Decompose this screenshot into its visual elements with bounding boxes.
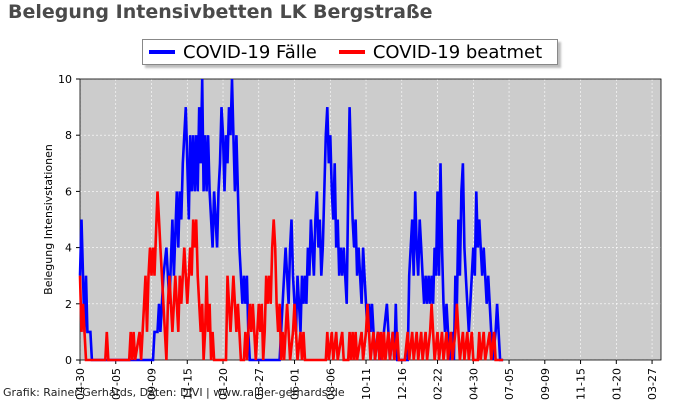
x-tick-label: 04-30	[467, 368, 480, 400]
x-tick-label: 11-15	[181, 368, 194, 400]
x-tick-label: 04-30	[74, 368, 87, 400]
x-tick-label: 09-09	[146, 368, 159, 400]
credit-text: Grafik: Rainer Gerhards, Daten: DIVI | w…	[3, 386, 345, 399]
x-tick-label: 11-15	[575, 368, 588, 400]
y-tick-label: 8	[65, 129, 72, 142]
x-tick-label: 07-05	[503, 368, 516, 400]
y-tick-label: 4	[65, 242, 72, 255]
series-line-0	[78, 78, 504, 362]
legend-label-beatmet: COVID-19 beatmet	[372, 41, 543, 63]
x-tick-label: 03-27	[253, 368, 266, 400]
y-tick-label: 2	[65, 298, 72, 311]
series-line-1	[78, 191, 504, 362]
x-tick-label: 01-20	[610, 368, 623, 400]
y-tick-label: 10	[58, 73, 72, 86]
legend-label-faelle: COVID-19 Fälle	[183, 41, 317, 63]
y-tick-label: 0	[65, 354, 72, 367]
legend-swatch-beatmet	[338, 50, 365, 54]
x-tick-label: 12-16	[396, 368, 409, 400]
x-tick-label: 06-01	[289, 368, 302, 400]
x-tick-label: 03-27	[646, 368, 659, 400]
legend-item-beatmet: COVID-19 beatmet	[338, 41, 543, 63]
legend-swatch-faelle	[149, 50, 175, 54]
x-tick-label: 01-20	[217, 368, 230, 400]
x-tick-label: 08-06	[324, 368, 337, 400]
x-tick-label: 07-05	[110, 368, 123, 400]
legend-item-faelle: COVID-19 Fälle	[149, 42, 317, 63]
y-tick-label: 6	[65, 185, 72, 198]
y-axis-label: Belegung Intensivstationen	[42, 144, 55, 295]
legend: COVID-19 Fälle COVID-19 beatmet	[142, 39, 558, 65]
x-tick-label: 10-11	[360, 368, 373, 400]
x-tick-label: 09-09	[539, 368, 552, 400]
x-tick-label: 02-22	[432, 368, 445, 400]
chart-title: Belegung Intensivbetten LK Bergstraße	[8, 1, 433, 23]
